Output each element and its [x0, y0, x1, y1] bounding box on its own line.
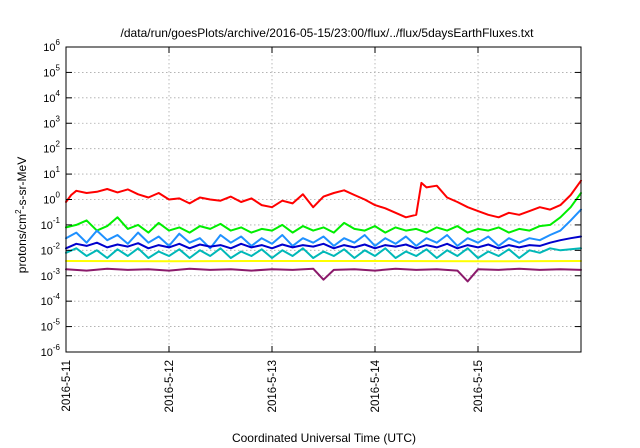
x-tick-label: 2016-5-15 [473, 360, 485, 412]
y-tick-label: 10-6 [41, 343, 61, 359]
y-axis-title: protons/cm2-s-sr-MeV [14, 157, 29, 273]
y-tick-label: 102 [43, 140, 60, 156]
y-axis-title-prefix: protons/cm [15, 214, 29, 273]
axes: 106 105 104 103 102 101 100 10-1 10-2 10-3 10-4 10-… [41, 38, 582, 412]
y-axis-title-sup: 2 [14, 209, 23, 214]
series-layer [65, 179, 582, 283]
y-tick-label: 106 [43, 38, 60, 54]
y-tick-label: 105 [43, 63, 60, 79]
series-line-2 [65, 192, 582, 234]
series-line-5 [65, 247, 582, 259]
x-tick-label: 2016-5-11 [61, 360, 73, 412]
series-line-1 [65, 179, 582, 219]
chart-title: /data/run/goesPlots/archive/2016-05-15/2… [121, 26, 535, 40]
series-line-3 [65, 208, 582, 250]
y-tick-label: 103 [43, 114, 60, 130]
series-line-7 [65, 267, 582, 283]
y-tick-label: 104 [43, 89, 60, 105]
grid [66, 47, 581, 352]
y-tick-label: 100 [43, 191, 60, 207]
y-tick-label: 10-1 [41, 216, 61, 232]
y-tick-label: 10-5 [41, 318, 61, 334]
x-tick-label: 2016-5-14 [370, 359, 382, 412]
y-tick-label: 10-2 [41, 241, 61, 257]
x-tick-label: 2016-5-13 [267, 360, 279, 412]
series-line-4 [65, 235, 582, 250]
y-tick-label: 101 [43, 165, 60, 181]
y-tick-label: 10-4 [41, 292, 61, 308]
x-axis-title: Coordinated Universal Time (UTC) [232, 431, 416, 445]
plot-frame [65, 46, 582, 353]
y-axis-title-suffix: -s-sr-MeV [15, 157, 29, 210]
y-tick-label: 10-3 [41, 267, 61, 283]
x-tick-label: 2016-5-12 [164, 360, 176, 412]
